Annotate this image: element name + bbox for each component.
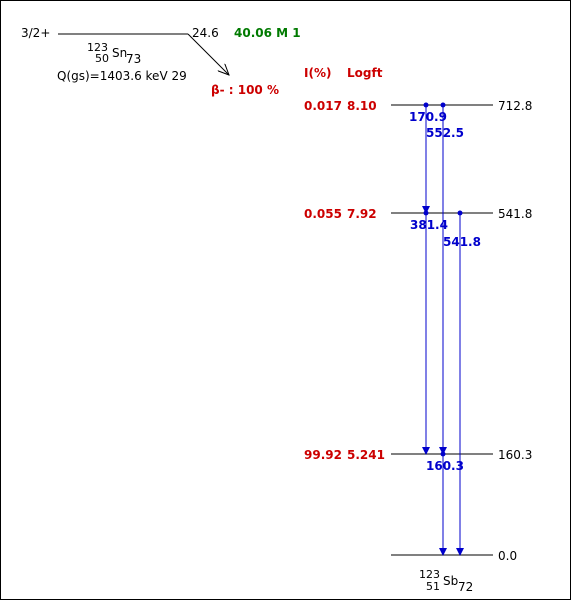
level-3-energy: 0.0 (498, 549, 518, 563)
intensity-header: I(%) (304, 66, 332, 80)
gamma-label-170-9: 170.9 (409, 110, 447, 124)
level-0-energy: 712.8 (498, 99, 533, 113)
level-1-intensity: 0.055 (304, 207, 342, 221)
level-0-logft: 8.10 (347, 99, 377, 113)
parent-spin: 3/2+ (21, 26, 51, 40)
level-2-logft: 5.241 (347, 448, 385, 462)
gamma-label-381-4: 381.4 (410, 218, 448, 232)
daughter-atomic-number: 51 (426, 580, 440, 593)
daughter-neutron-number: 72 (458, 580, 474, 594)
gamma-label-541-8: 541.8 (443, 235, 481, 249)
gamma-label-552-5: 552.5 (426, 126, 464, 140)
level-1-energy: 541.8 (498, 207, 533, 221)
parent-mass-number: 123 (87, 41, 108, 54)
parent-atomic-number: 50 (95, 52, 109, 65)
level-0-intensity: 0.017 (304, 99, 342, 113)
beta-decay-arrow (187, 33, 229, 75)
level-2-intensity: 99.92 (304, 448, 342, 462)
decay-mode: β- : 100 % (211, 83, 279, 97)
daughter-symbol: Sb (443, 574, 459, 588)
parent-neutron-number: 73 (126, 52, 142, 66)
gamma-label-160-3: 160.3 (426, 459, 464, 473)
level-1-logft: 7.92 (347, 207, 377, 221)
logft-header: Logft (347, 66, 383, 80)
parent-symbol: Sn (112, 46, 128, 60)
level-2-energy: 160.3 (498, 448, 533, 462)
q-value: Q(gs)=1403.6 keV 29 (57, 69, 187, 83)
parent-halflife: 40.06 M 1 (234, 26, 301, 40)
parent-energy: 24.6 (192, 26, 219, 40)
daughter-mass-number: 123 (419, 568, 440, 581)
